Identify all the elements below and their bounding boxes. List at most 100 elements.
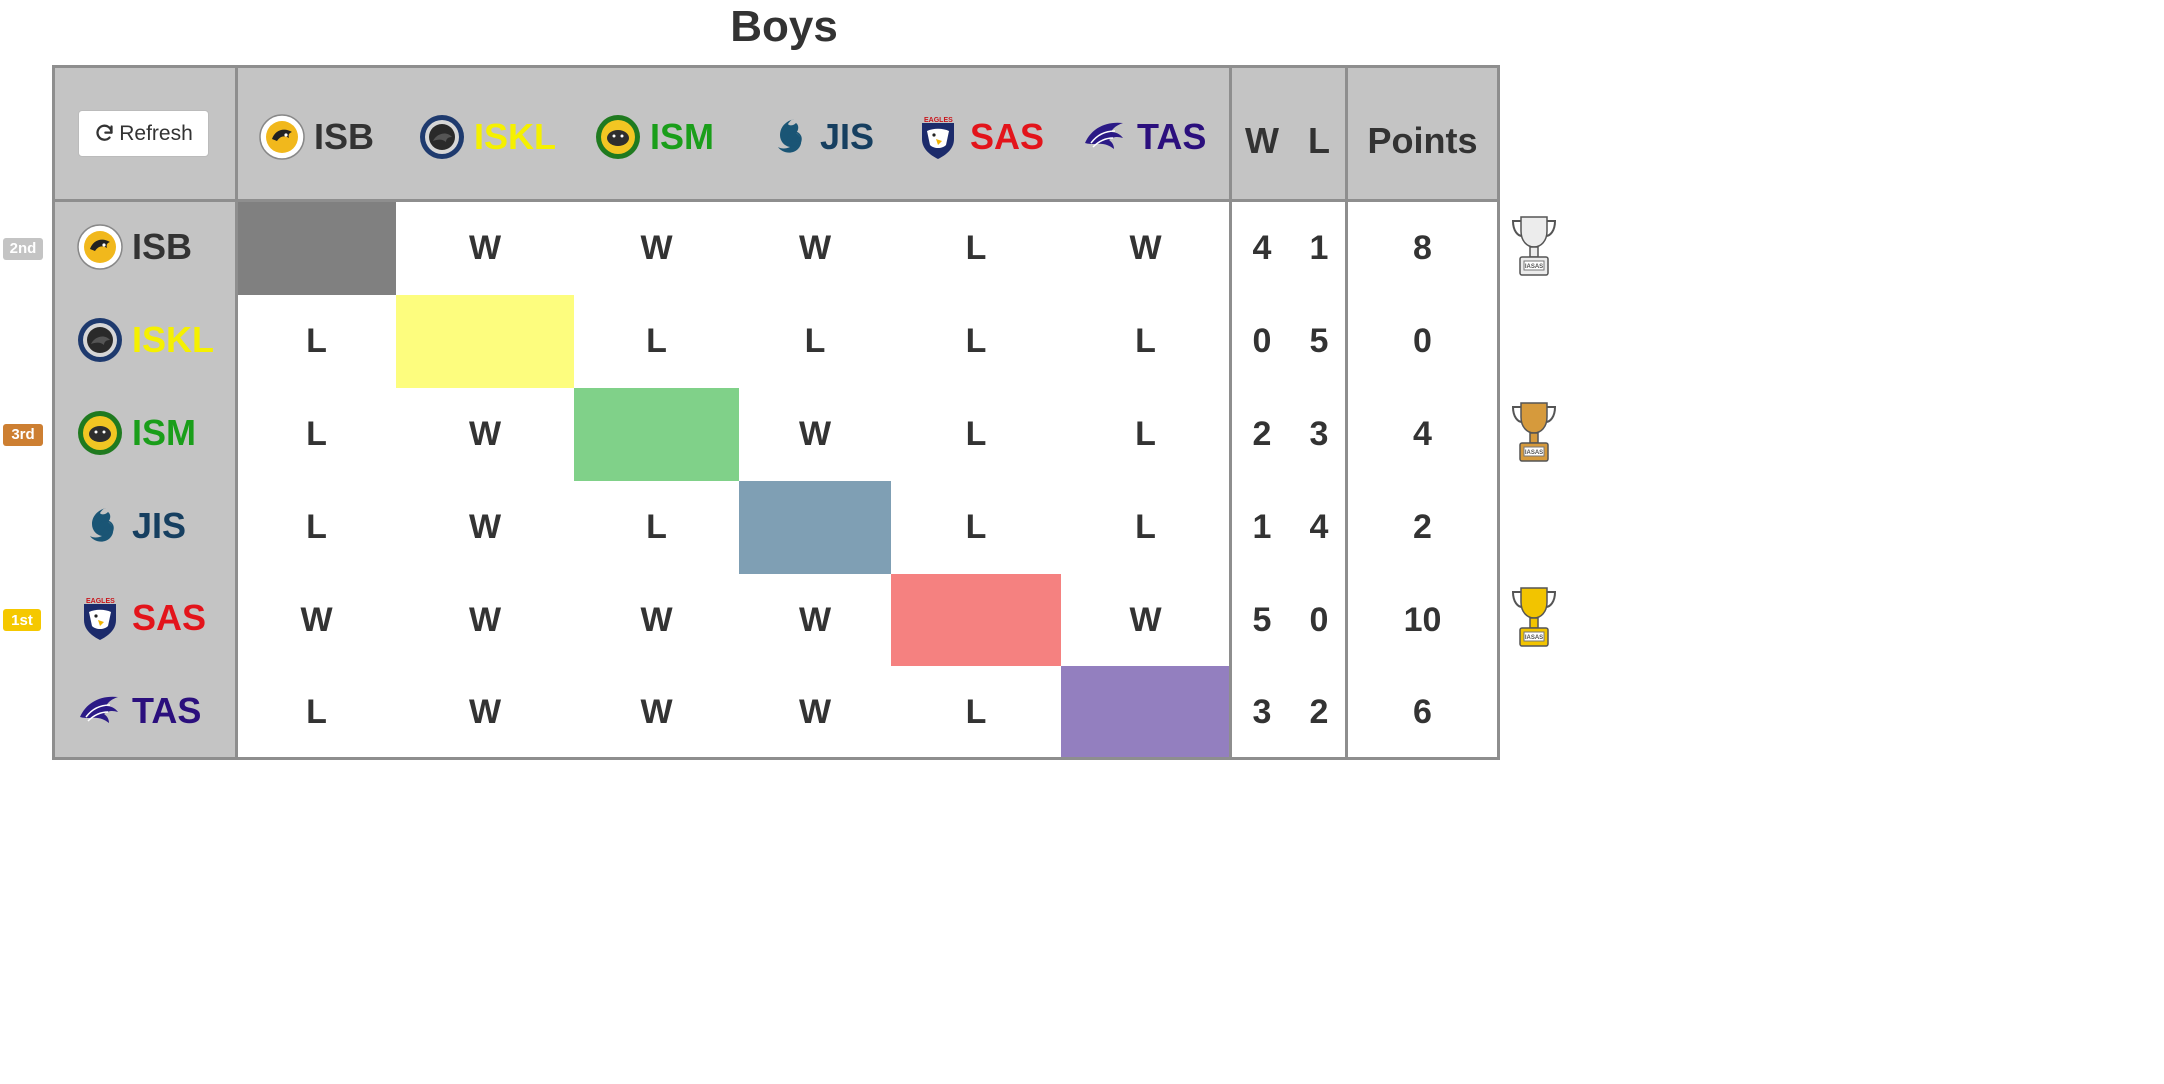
diagonal-cell-jis (739, 481, 891, 574)
team-abbr: SAS (132, 597, 207, 638)
points-value: 6 (1413, 693, 1432, 731)
team-abbr: ISM (132, 411, 197, 453)
jis-logo-icon: JIS (778, 119, 802, 153)
grid-hline (52, 65, 1500, 68)
sas-logo-icon: EAGLES (922, 117, 954, 159)
refresh-icon (96, 124, 113, 141)
points-value: 0 (1413, 322, 1432, 360)
results-area (237, 202, 1499, 759)
rank-badge: 2nd (3, 237, 43, 260)
grid-vline (1345, 65, 1348, 759)
result-cell: L (1135, 508, 1156, 546)
svg-text:EAGLES: EAGLES (924, 117, 953, 124)
points-value: 10 (1403, 600, 1442, 639)
result-cell: L (306, 508, 327, 546)
losses-value: 5 (1309, 322, 1329, 360)
silver-trophy-icon: IASAS (1511, 215, 1557, 276)
losses-value: 2 (1309, 693, 1329, 731)
rank-badge: 1st (3, 609, 41, 631)
result-cell: L (646, 508, 667, 546)
result-cell: L (306, 693, 327, 731)
result-cell: L (965, 322, 987, 360)
team-abbr: TAS (1137, 116, 1207, 157)
result-cell: W (468, 415, 502, 453)
losses-header: L (1308, 120, 1330, 161)
points-value: 2 (1413, 508, 1432, 546)
losses-value: 1 (1309, 229, 1329, 267)
tas-logo-icon (1085, 122, 1123, 149)
grid-vline (235, 65, 238, 759)
wins-value: 2 (1252, 415, 1272, 453)
row-header-sas: EAGLES SAS (76, 588, 206, 648)
jis-logo-icon: JIS (90, 507, 114, 542)
column-header-isb: ISB (258, 104, 374, 170)
rank-badge: 3rd (3, 423, 43, 446)
tas-logo-icon (80, 696, 118, 723)
result-cell: W (1129, 229, 1162, 267)
isb-logo-icon (77, 223, 123, 270)
svg-text:IASAS: IASAS (1525, 635, 1543, 641)
result-cell: W (640, 600, 673, 639)
wins-value: 5 (1252, 600, 1272, 639)
team-abbr: ISKL (132, 318, 215, 360)
diagonal-cell-iskl (396, 295, 574, 388)
points-value: 8 (1413, 229, 1432, 267)
team-abbr: ISKL (474, 116, 557, 157)
result-cell: L (646, 322, 667, 360)
refresh-button[interactable]: Refresh (78, 110, 209, 157)
team-abbr: JIS (820, 116, 875, 157)
svg-text:JIS: JIS (790, 137, 801, 144)
diagonal-cell-isb (237, 202, 396, 295)
svg-text:IASAS: IASAS (1525, 264, 1543, 270)
ism-logo-icon (596, 115, 640, 159)
result-cell: L (804, 322, 826, 360)
result-cell: L (965, 229, 987, 267)
svg-text:IASAS: IASAS (1525, 450, 1543, 456)
sas-logo-icon: EAGLES (84, 598, 116, 640)
refresh-label: Refresh (119, 121, 193, 145)
team-abbr: TAS (132, 689, 202, 731)
losses-value: 3 (1309, 415, 1329, 453)
result-cell: W (640, 693, 673, 731)
ism-logo-icon (78, 410, 122, 455)
result-cell: W (798, 229, 832, 267)
column-header-tas: TAS (1081, 104, 1206, 170)
result-cell: W (468, 508, 502, 546)
result-cell: W (468, 600, 502, 639)
iskl-logo-icon (420, 115, 464, 159)
row-header-tas: TAS (76, 681, 201, 741)
wins-header: W (1245, 120, 1279, 161)
team-abbr: ISM (650, 116, 715, 157)
result-cell: L (965, 508, 987, 546)
team-column-bg (52, 65, 237, 759)
wins-value: 4 (1252, 229, 1272, 267)
team-abbr: SAS (970, 116, 1045, 157)
gold-trophy-icon: IASAS (1511, 587, 1557, 647)
column-header-ism: ISM (594, 104, 714, 170)
column-header-iskl: ISKL (418, 104, 556, 170)
losses-value: 4 (1309, 508, 1329, 546)
result-cell: L (306, 322, 327, 360)
diagonal-cell-ism (574, 388, 739, 481)
row-header-ism: ISM (76, 403, 196, 463)
grid-vline (52, 65, 55, 759)
result-cell: W (468, 229, 502, 267)
result-cell: W (798, 693, 832, 731)
svg-text:EAGLES: EAGLES (86, 598, 115, 605)
isb-logo-icon (259, 114, 305, 160)
svg-text:JIS: JIS (102, 526, 113, 533)
page-title: Boys (730, 2, 838, 51)
row-header-jis: JIS JIS (76, 496, 186, 556)
grid-vline (1229, 65, 1232, 759)
row-header-isb: ISB (76, 217, 192, 277)
team-abbr: JIS (132, 504, 187, 546)
wins-value: 3 (1252, 693, 1272, 731)
wins-value: 1 (1252, 508, 1272, 546)
result-cell: L (965, 693, 987, 731)
result-cell: L (965, 415, 987, 453)
result-cell: L (306, 415, 327, 453)
team-abbr: ISB (314, 116, 375, 157)
result-cell: W (468, 693, 502, 731)
result-cell: W (1129, 600, 1162, 639)
diagonal-cell-sas (891, 574, 1061, 666)
